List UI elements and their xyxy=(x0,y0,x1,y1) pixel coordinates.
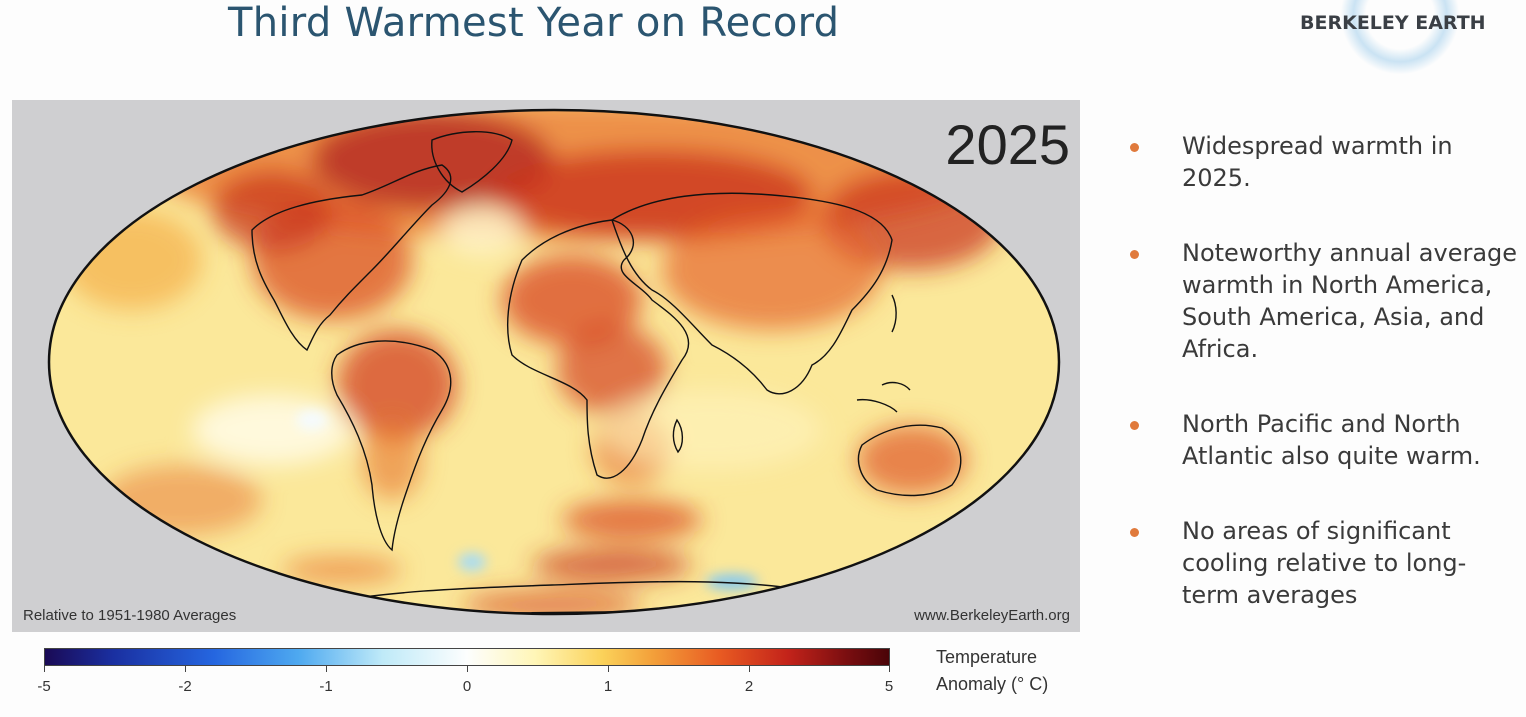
bullet-dot-icon xyxy=(1130,421,1139,430)
bullet-dot-icon xyxy=(1130,250,1139,259)
map-year-label: 2025 xyxy=(945,113,1070,176)
bullet-dot-icon xyxy=(1130,143,1139,152)
legend-tick-label: 2 xyxy=(744,678,754,695)
legend-tick xyxy=(467,666,468,672)
legend-tick-label: 5 xyxy=(884,678,894,695)
bullet-text: North Pacific and North Atlantic also qu… xyxy=(1182,410,1481,470)
legend-tick xyxy=(608,666,609,672)
legend-title-line1: Temperature xyxy=(936,647,1038,667)
baseline-note: Relative to 1951-1980 Averages xyxy=(23,607,237,624)
temperature-anomaly-map xyxy=(47,108,1061,616)
legend-tick-label: -2 xyxy=(178,678,192,695)
legend-tick xyxy=(185,666,186,672)
source-url: www.BerkeleyEarth.org xyxy=(914,607,1070,624)
legend-title: Temperature Anomaly (° C) xyxy=(936,644,1048,698)
anomaly-field xyxy=(49,110,1059,614)
legend-tick xyxy=(44,666,45,672)
bullet-item: Noteworthy annual average warmth in Nort… xyxy=(1130,237,1520,365)
color-scale-bar xyxy=(44,648,890,666)
legend-tick-label: -5 xyxy=(37,678,51,695)
legend-tick-label: -1 xyxy=(319,678,333,695)
map-panel: 2025 Relative to 1951-1980 Averages www.… xyxy=(12,100,1080,632)
brand-name: BERKELEY EARTH xyxy=(1300,12,1486,34)
legend-tick xyxy=(326,666,327,672)
bullet-item: Widespread warmth in 2025. xyxy=(1130,130,1520,194)
bullet-item: North Pacific and North Atlantic also qu… xyxy=(1130,408,1520,472)
legend-tick xyxy=(889,666,890,672)
key-points-list: Widespread warmth in 2025. Noteworthy an… xyxy=(1130,130,1520,611)
legend-title-line2: Anomaly (° C) xyxy=(936,674,1049,694)
brand-logo: BERKELEY EARTH xyxy=(1300,12,1486,34)
bullet-item: No areas of significant cooling relative… xyxy=(1130,515,1520,611)
bullet-text: Widespread warmth in 2025. xyxy=(1182,132,1453,192)
bullet-text: No areas of significant cooling relative… xyxy=(1182,517,1467,609)
slide-title: Third Warmest Year on Record xyxy=(228,0,840,46)
bullet-text: Noteworthy annual average warmth in Nort… xyxy=(1182,239,1518,363)
globe-outline xyxy=(47,108,1061,616)
legend-tick xyxy=(749,666,750,672)
bullet-dot-icon xyxy=(1130,528,1139,537)
legend-tick-label: 0 xyxy=(462,678,472,695)
legend-tick-label: 1 xyxy=(603,678,613,695)
color-scale-legend: -5 -2 -1 0 1 2 5 Temperature Anomaly (° … xyxy=(37,644,1084,704)
